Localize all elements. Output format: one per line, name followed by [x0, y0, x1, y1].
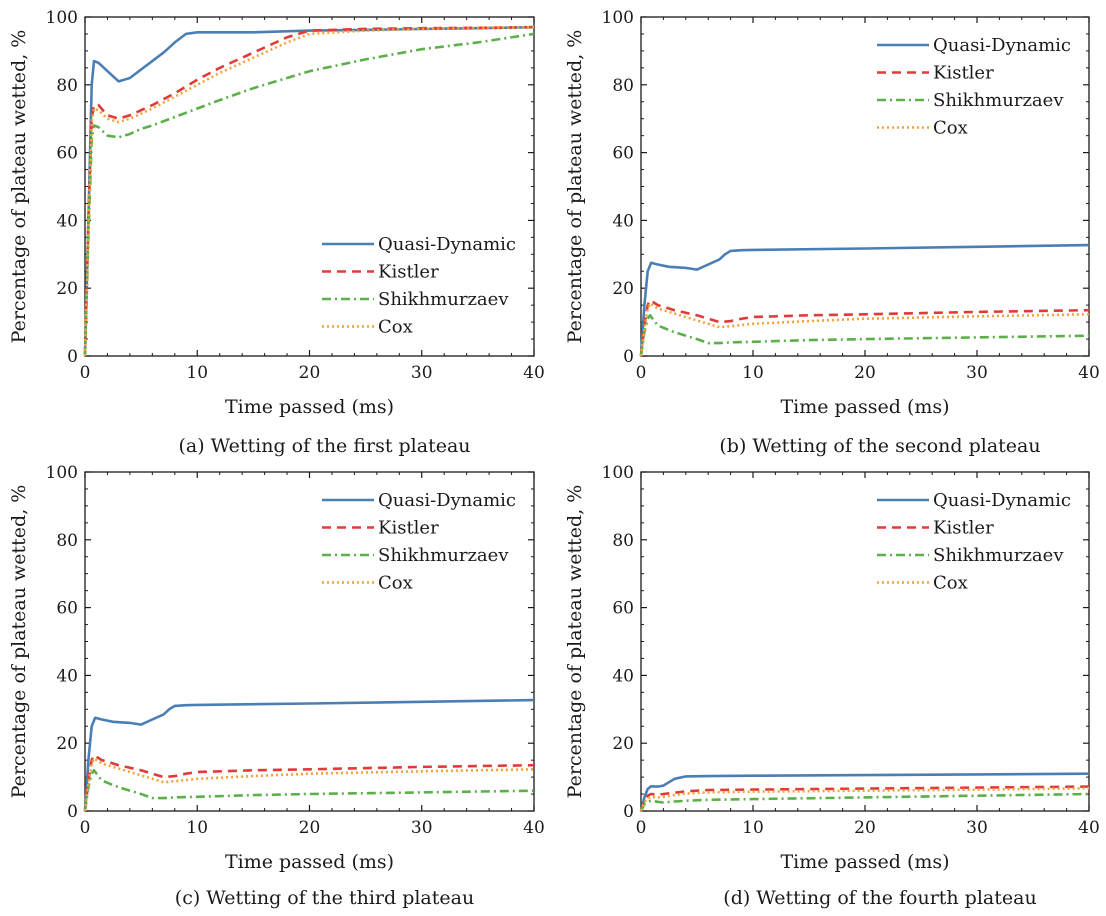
- y-axis-label: Percentage of plateau wetted, %: [8, 30, 30, 344]
- y-tick-label: 20: [56, 279, 78, 299]
- series-line-quasi-dynamic: [639, 772, 1090, 812]
- x-tick-label: 40: [523, 363, 545, 383]
- x-tick-label: 30: [966, 818, 988, 838]
- panel-caption: (d) Wetting of the fourth plateau: [723, 887, 1036, 909]
- series-line-kistler: [639, 298, 1090, 357]
- series-line-cox: [639, 302, 1090, 357]
- legend-label: Quasi-Dynamic: [933, 35, 1071, 56]
- x-axis-label: Time passed (ms): [225, 396, 394, 418]
- series-line-shikhmurzaev: [83, 768, 535, 812]
- x-axis-label: Time passed (ms): [225, 851, 394, 873]
- x-tick-label: 20: [299, 363, 321, 383]
- legend-label: Shikhmurzaev: [378, 289, 509, 310]
- x-tick-label: 30: [411, 363, 433, 383]
- x-tick-label: 20: [854, 363, 876, 383]
- x-axis-label: Time passed (ms): [780, 851, 949, 873]
- y-tick-label: 40: [56, 666, 78, 686]
- series-line-quasi-dynamic: [83, 698, 535, 812]
- x-tick-label: 10: [186, 363, 208, 383]
- plot-frame: [640, 16, 1090, 357]
- x-tick-label: 40: [1078, 818, 1100, 838]
- panel-caption: (a) Wetting of the first plateau: [178, 435, 470, 457]
- legend-label: Kistler: [378, 262, 439, 283]
- y-tick-label: 40: [56, 211, 78, 231]
- y-tick-label: 100: [46, 463, 78, 483]
- y-tick-label: 40: [612, 211, 634, 231]
- y-tick-label: 80: [56, 76, 78, 96]
- legend-label: Quasi-Dynamic: [378, 490, 516, 511]
- y-tick-label: 0: [67, 802, 78, 822]
- panel-caption: (c) Wetting of the third plateau: [175, 887, 474, 909]
- y-tick-label: 40: [612, 666, 634, 686]
- x-tick-label: 10: [742, 818, 764, 838]
- y-tick-label: 100: [602, 8, 634, 28]
- y-tick-label: 60: [612, 599, 634, 619]
- legend-label: Quasi-Dynamic: [933, 490, 1071, 511]
- y-tick-label: 60: [56, 599, 78, 619]
- y-tick-label: 20: [612, 279, 634, 299]
- x-tick-label: 0: [636, 363, 647, 383]
- series-line-shikhmurzaev: [639, 792, 1090, 812]
- legend-label: Cox: [378, 573, 413, 594]
- chart-panel-3: 0 10 20 30 40 0 20 40 60 80 100 Time passed (ms) Per…: [8, 463, 545, 909]
- plot-frame: [640, 471, 1090, 812]
- x-tick-label: 10: [742, 363, 764, 383]
- legend: Quasi-Dynamic Kistler Shikhmurzaev Cox: [877, 490, 1071, 594]
- legend: Quasi-Dynamic Kistler Shikhmurzaev Cox: [322, 490, 516, 594]
- x-tick-label: 30: [966, 363, 988, 383]
- legend-label: Kistler: [933, 63, 994, 84]
- y-tick-label: 0: [623, 802, 634, 822]
- legend-label: Kistler: [933, 518, 994, 539]
- series-line-kistler: [83, 753, 535, 812]
- legend: Quasi-Dynamic Kistler Shikhmurzaev Cox: [322, 234, 516, 338]
- legend-label: Kistler: [378, 518, 439, 539]
- legend: Quasi-Dynamic Kistler Shikhmurzaev Cox: [877, 35, 1071, 139]
- series-line-kistler: [639, 785, 1090, 812]
- chart-panel-2: 0 10 20 30 40 0 20 40 60 80 100 Time passed (ms) Per…: [564, 8, 1100, 457]
- y-tick-label: 80: [612, 531, 634, 551]
- x-tick-label: 20: [854, 818, 876, 838]
- x-tick-label: 30: [411, 818, 433, 838]
- y-tick-label: 20: [56, 734, 78, 754]
- legend-label: Cox: [933, 573, 968, 594]
- series-line-cox: [83, 757, 535, 812]
- y-axis-label: Percentage of plateau wetted, %: [564, 30, 586, 344]
- y-tick-label: 0: [623, 347, 634, 367]
- chart-panel-1: 0 10 20 30 40 0 20 40 60 80 100 Time passed (ms) Per…: [8, 8, 545, 457]
- series-line-kistler: [83, 25, 535, 357]
- x-tick-label: 0: [80, 818, 91, 838]
- x-tick-label: 40: [1078, 363, 1100, 383]
- plot-frame: [84, 471, 535, 812]
- y-axis-label: Percentage of plateau wetted, %: [8, 485, 30, 799]
- x-axis-label: Time passed (ms): [780, 396, 949, 418]
- legend-label: Cox: [378, 317, 413, 338]
- series-line-quasi-dynamic: [639, 243, 1090, 357]
- x-tick-label: 0: [80, 363, 91, 383]
- y-tick-label: 80: [612, 76, 634, 96]
- series-line-quasi-dynamic: [83, 25, 535, 357]
- legend-label: Shikhmurzaev: [933, 90, 1064, 111]
- y-tick-label: 100: [46, 8, 78, 28]
- panel-caption: (b) Wetting of the second plateau: [719, 435, 1040, 457]
- x-tick-label: 40: [523, 818, 545, 838]
- legend-label: Cox: [933, 118, 968, 139]
- legend-label: Quasi-Dynamic: [378, 234, 516, 255]
- y-tick-label: 80: [56, 531, 78, 551]
- y-tick-label: 60: [612, 144, 634, 164]
- legend-label: Shikhmurzaev: [933, 545, 1064, 566]
- y-tick-label: 60: [56, 144, 78, 164]
- x-tick-label: 0: [636, 818, 647, 838]
- y-tick-label: 20: [612, 734, 634, 754]
- series-line-shikhmurzaev: [639, 313, 1090, 357]
- x-tick-label: 10: [186, 818, 208, 838]
- y-tick-label: 0: [67, 347, 78, 367]
- y-tick-label: 100: [602, 463, 634, 483]
- series-line-shikhmurzaev: [83, 32, 535, 357]
- chart-panel-4: 0 10 20 30 40 0 20 40 60 80 100 Time passed (ms) Per…: [564, 463, 1100, 909]
- y-axis-label: Percentage of plateau wetted, %: [564, 485, 586, 799]
- legend-label: Shikhmurzaev: [378, 545, 509, 566]
- x-tick-label: 20: [299, 818, 321, 838]
